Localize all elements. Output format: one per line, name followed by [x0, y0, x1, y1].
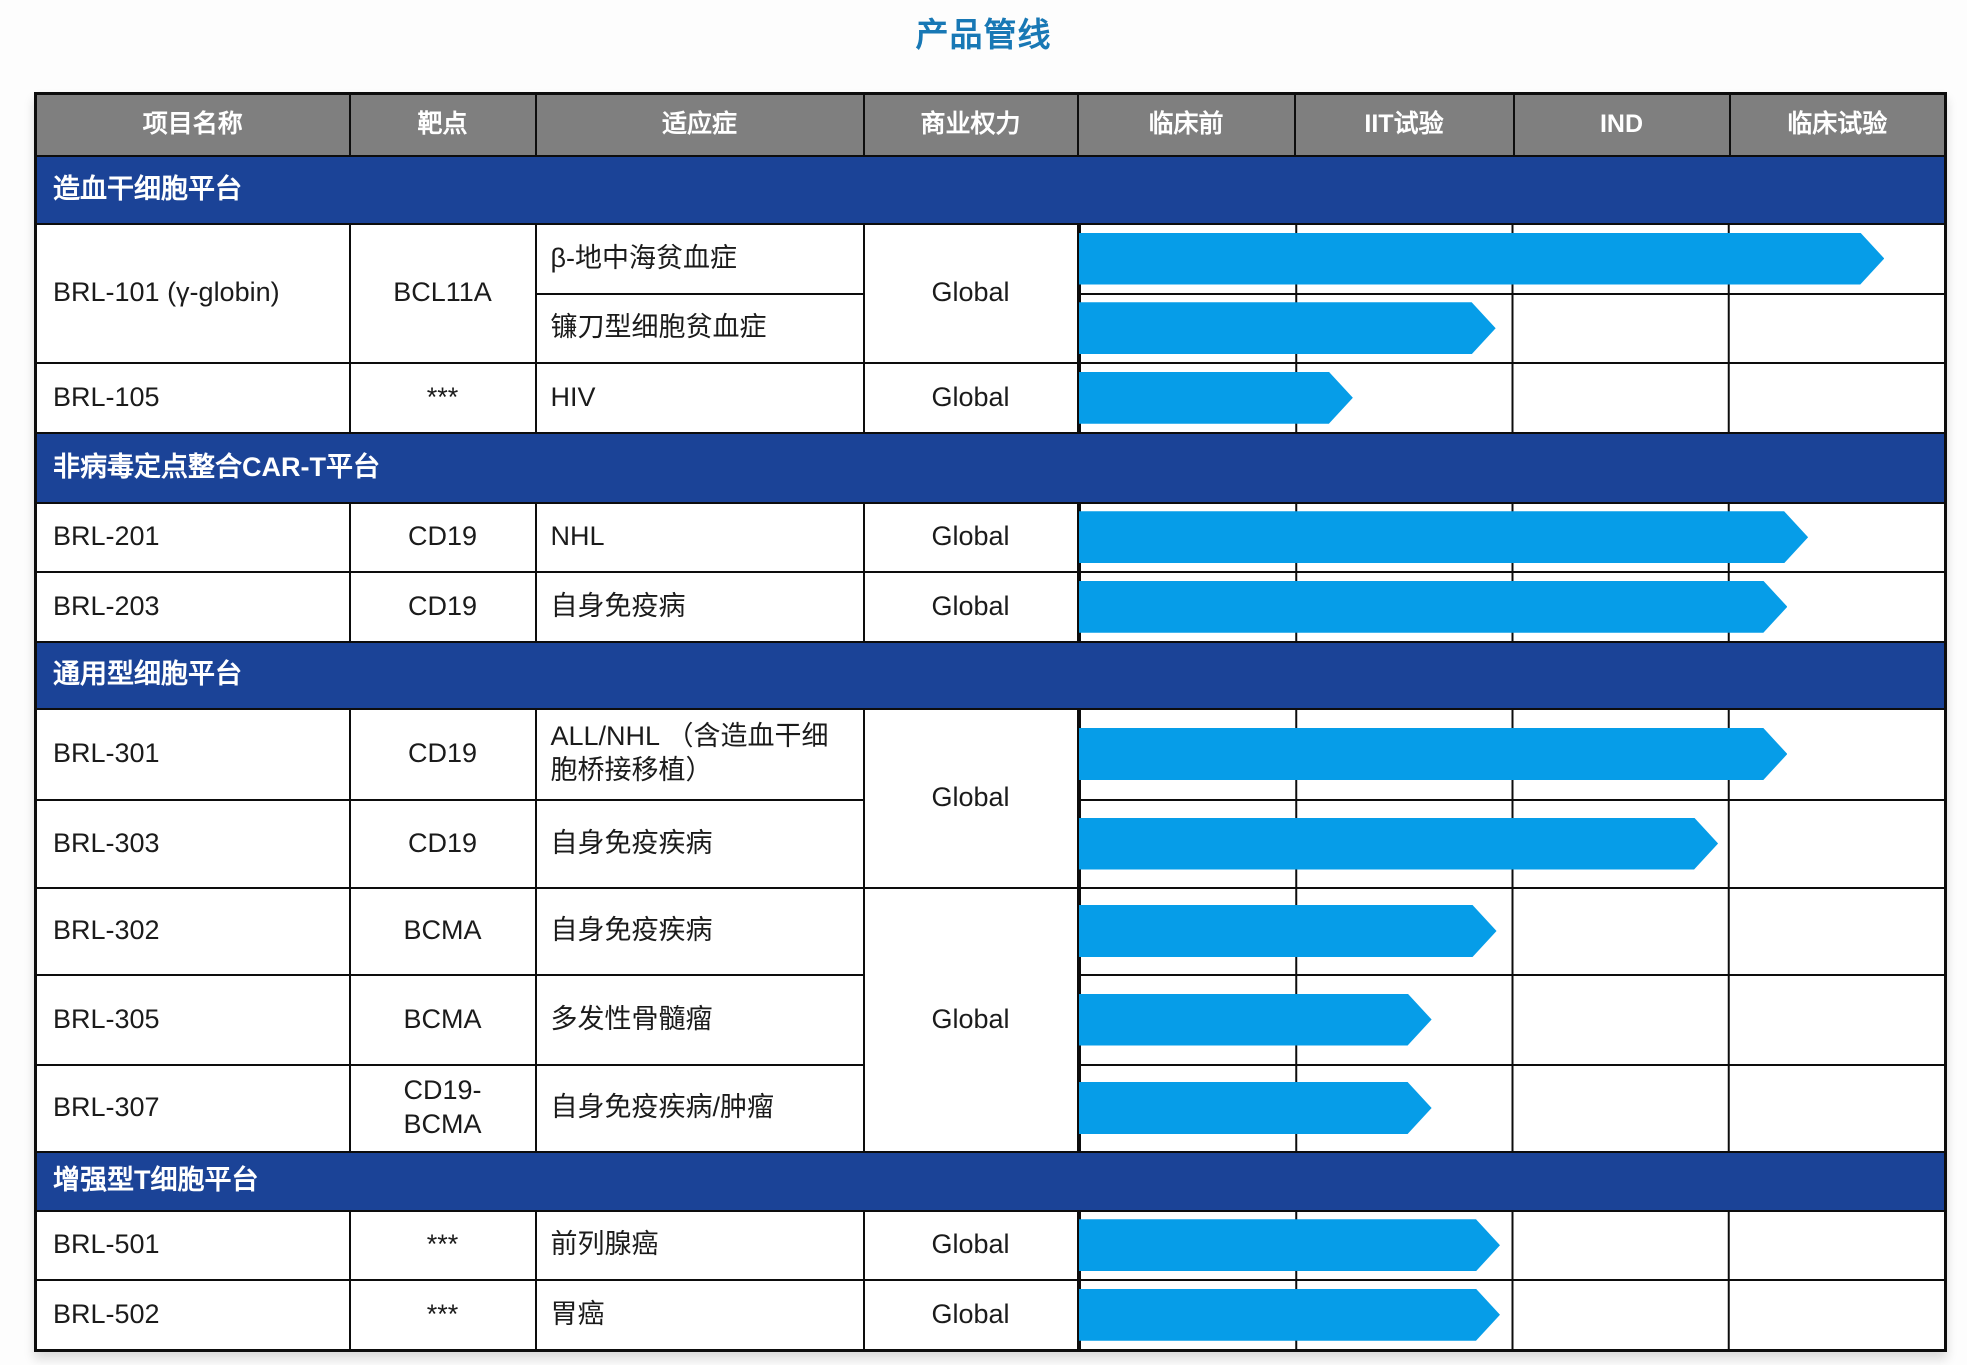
project-cell: BRL-501 — [34, 1209, 351, 1281]
target-cell: BCL11A — [348, 222, 537, 364]
stages-cell — [1076, 973, 1947, 1066]
progress-arrow — [1079, 581, 1788, 633]
progress-arrow — [1079, 994, 1432, 1046]
progress-arrow — [1079, 233, 1885, 285]
project-cell: BRL-301 — [34, 707, 351, 801]
target-cell: CD19- BCMA — [348, 1063, 537, 1153]
rights-cell: Global — [862, 1279, 1079, 1351]
indication-cell: 自身免疫疾病 — [534, 798, 865, 889]
target-cell: CD19 — [348, 501, 537, 573]
col-header-indication: 适应症 — [534, 92, 865, 157]
stages-cell — [1076, 798, 1947, 889]
col-header-preclinical: 临床前 — [1076, 92, 1296, 157]
table-row: BRL-201 CD19 NHL Global — [34, 501, 1947, 573]
target-cell: *** — [348, 362, 537, 434]
progress-arrow — [1079, 905, 1497, 957]
rights-cell: Global — [862, 571, 1079, 643]
platform-section-label: 通用型细胞平台 — [34, 640, 1947, 710]
col-header-rights: 商业权力 — [862, 92, 1079, 157]
target-cell: CD19 — [348, 798, 537, 889]
target-cell: CD19 — [348, 571, 537, 643]
col-header-ind: IND — [1512, 92, 1731, 157]
indication-cell: 前列腺癌 — [534, 1209, 865, 1281]
indication-cell: NHL — [534, 501, 865, 573]
project-cell: BRL-302 — [34, 886, 351, 976]
platform-section-label: 增强型T细胞平台 — [34, 1150, 1947, 1212]
stages-cell — [1076, 707, 1947, 801]
target-cell: CD19 — [348, 707, 537, 801]
col-header-target: 靶点 — [348, 92, 537, 157]
indication-cell: 自身免疫疾病/肿瘤 — [534, 1063, 865, 1153]
table-row: BRL-105 *** HIV Global — [34, 362, 1947, 434]
indication-cell: 自身免疫病 — [534, 571, 865, 643]
table-row: 镰刀型细胞贫血症 — [36, 292, 1947, 364]
stages-cell — [1076, 362, 1947, 434]
target-cell: *** — [348, 1279, 537, 1351]
project-cell: BRL-201 — [34, 501, 351, 573]
stages-cell — [1076, 1279, 1947, 1351]
table-row: BRL-301 CD19 ALL/NHL （含造血干细胞桥接移植） Global — [34, 707, 1947, 889]
project-cell: BRL-502 — [34, 1279, 351, 1351]
progress-arrow — [1079, 372, 1353, 424]
table-row: BRL-203 CD19 自身免疫病 Global — [34, 571, 1947, 643]
table-row: BRL-303 CD19 自身免疫疾病 — [34, 798, 1947, 889]
stages-cell — [1076, 571, 1947, 643]
indication-cell: 镰刀型细胞贫血症 — [534, 292, 865, 364]
platform-section-row: 造血干细胞平台 — [34, 154, 1947, 225]
stages-cell — [1076, 222, 1947, 295]
table-row: BRL-502 *** 胃癌 Global — [34, 1279, 1947, 1351]
indication-cell: ALL/NHL （含造血干细胞桥接移植） — [534, 707, 865, 801]
indication-cell: 胃癌 — [534, 1279, 865, 1351]
project-cell: BRL-307 — [34, 1063, 351, 1153]
progress-arrow — [1079, 1082, 1432, 1134]
stages-cell — [1076, 1063, 1947, 1153]
platform-section-row: 非病毒定点整合CAR-T平台 — [34, 431, 1947, 504]
stages-cell — [1076, 501, 1947, 573]
col-header-clinical: 临床试验 — [1728, 92, 1947, 157]
platform-section-label: 非病毒定点整合CAR-T平台 — [34, 431, 1947, 504]
col-header-project: 项目名称 — [34, 92, 351, 157]
indication-cell: 自身免疫疾病 — [534, 886, 865, 976]
indication-cell: 多发性骨髓瘤 — [534, 973, 865, 1066]
stages-cell — [1076, 1209, 1947, 1281]
platform-section-row: 通用型细胞平台 — [34, 640, 1947, 710]
table-row: BRL-307 CD19- BCMA 自身免疫疾病/肿瘤 — [34, 1063, 1947, 1153]
progress-arrow — [1079, 511, 1809, 563]
rights-cell: Global — [862, 222, 1079, 364]
progress-arrow — [1079, 818, 1719, 870]
platform-section-label: 造血干细胞平台 — [34, 154, 1947, 225]
progress-arrow — [1079, 302, 1496, 354]
table-row: BRL-305 BCMA 多发性骨髓瘤 — [34, 973, 1947, 1066]
target-cell: BCMA — [348, 886, 537, 976]
rights-cell: Global — [862, 362, 1079, 434]
page-title: 产品管线 — [915, 16, 1052, 53]
platform-section-row: 增强型T细胞平台 — [34, 1150, 1947, 1212]
rights-cell: Global — [862, 707, 1079, 889]
progress-arrow — [1079, 728, 1788, 780]
header-row: 项目名称 靶点 适应症 商业权力 临床前 IIT试验 IND 临床试验 — [34, 92, 1947, 157]
project-cell: BRL-101 (γ-globin) — [34, 222, 351, 364]
table-row: BRL-501 *** 前列腺癌 Global — [34, 1209, 1947, 1281]
stages-cell — [1076, 886, 1947, 976]
indication-cell: β-地中海贫血症 — [534, 222, 865, 295]
project-cell: BRL-105 — [34, 362, 351, 434]
project-cell: BRL-305 — [34, 973, 351, 1066]
table-row: BRL-302 BCMA 自身免疫疾病 Global — [34, 886, 1947, 1153]
pipeline-table: 项目名称 靶点 适应症 商业权力 临床前 IIT试验 IND 临床试验 造血干细… — [34, 92, 1947, 1352]
stages-cell — [1076, 292, 1947, 364]
table-row: BRL-101 (γ-globin) BCL11A β-地中海贫血症 Globa… — [34, 222, 1947, 364]
progress-arrow — [1079, 1289, 1500, 1341]
rights-cell: Global — [862, 886, 1079, 1153]
indication-cell: HIV — [534, 362, 865, 434]
project-cell: BRL-203 — [34, 571, 351, 643]
target-cell: BCMA — [348, 973, 537, 1066]
col-header-iit: IIT试验 — [1293, 92, 1515, 157]
rights-cell: Global — [862, 1209, 1079, 1281]
progress-arrow — [1079, 1219, 1500, 1271]
target-cell: *** — [348, 1209, 537, 1281]
rights-cell: Global — [862, 501, 1079, 573]
project-cell: BRL-303 — [34, 798, 351, 889]
